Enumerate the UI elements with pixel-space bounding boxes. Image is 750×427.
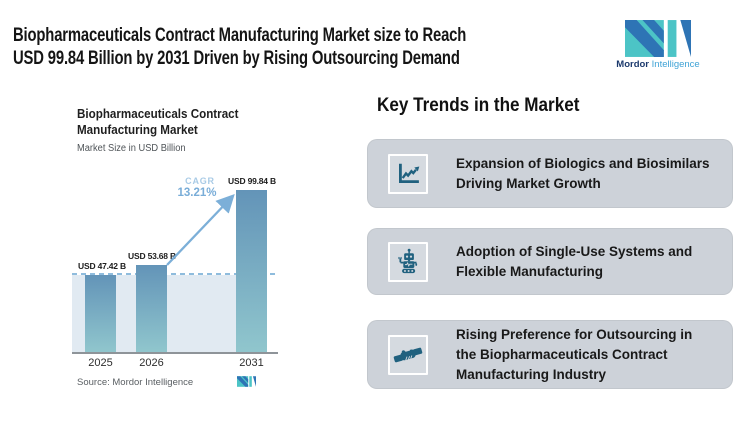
trend-text: Expansion of Biologics and Biosimilars D… <box>456 155 710 191</box>
page-title: Biopharmaceuticals Contract Manufacturin… <box>13 24 466 70</box>
line-chart-icon <box>398 163 419 184</box>
trend-text: Adoption of Single-Use Systems and Flexi… <box>456 243 693 279</box>
mordor-logo-icon <box>625 20 691 57</box>
x-tick-2026: 2026 <box>139 357 164 369</box>
x-tick-2025: 2025 <box>88 357 113 369</box>
trend-card-single-use: Adoption of Single-Use Systems and Flexi… <box>367 228 733 295</box>
source-note: Source: Mordor Intelligence <box>77 377 194 388</box>
mordor-logo-small-icon <box>237 376 256 387</box>
bar-value-label-2031: USD 99.84 B <box>228 176 276 186</box>
bar-2031 <box>236 190 267 352</box>
x-tick-2031: 2031 <box>239 357 264 369</box>
bar-value-label-2026: USD 53.68 B <box>128 251 176 261</box>
growth-arrow-icon <box>166 194 235 266</box>
icon-box <box>388 153 428 194</box>
brand-name: Mordor Intelligence <box>612 59 704 70</box>
bar-2025 <box>85 275 116 352</box>
handshake-icon <box>393 347 423 362</box>
icon-box <box>388 241 428 282</box>
chart-subtitle: Market Size in USD Billion <box>77 143 186 154</box>
trends-heading: Key Trends in the Market <box>377 95 580 116</box>
chart-title-line2: Manufacturing Market <box>77 123 198 137</box>
page-title-line2: USD 99.84 Billion by 2031 Driven by Risi… <box>13 48 460 69</box>
trend-card-outsourcing: Rising Preference for Outsourcing in the… <box>367 320 733 389</box>
chart-title: Biopharmaceuticals Contract Manufacturin… <box>77 106 239 138</box>
bar-2026 <box>136 265 167 352</box>
trend-card-biologics: Expansion of Biologics and Biosimilars D… <box>367 139 733 208</box>
brand-name-bold: Mordor <box>616 59 649 70</box>
brand-name-light: Intelligence <box>651 59 700 70</box>
cagr-label: CAGR <box>185 176 215 186</box>
x-axis-line <box>72 352 278 354</box>
chart-title-line1: Biopharmaceuticals Contract <box>77 107 239 121</box>
bar-value-label-2025: USD 47.42 B <box>78 261 126 271</box>
chart-dashed-line <box>72 273 278 275</box>
robot-icon <box>397 248 417 274</box>
bar-plot: USD 47.42 B USD 53.68 B USD 99.84 B 2025… <box>72 170 278 369</box>
mordor-intelligence-logo: Mordor Intelligence <box>612 20 704 70</box>
cagr-value: 13.21% <box>177 187 217 199</box>
page-title-line1: Biopharmaceuticals Contract Manufacturin… <box>13 25 467 46</box>
trend-text: Rising Preference for Outsourcing in the… <box>456 326 693 382</box>
icon-box <box>388 334 428 375</box>
